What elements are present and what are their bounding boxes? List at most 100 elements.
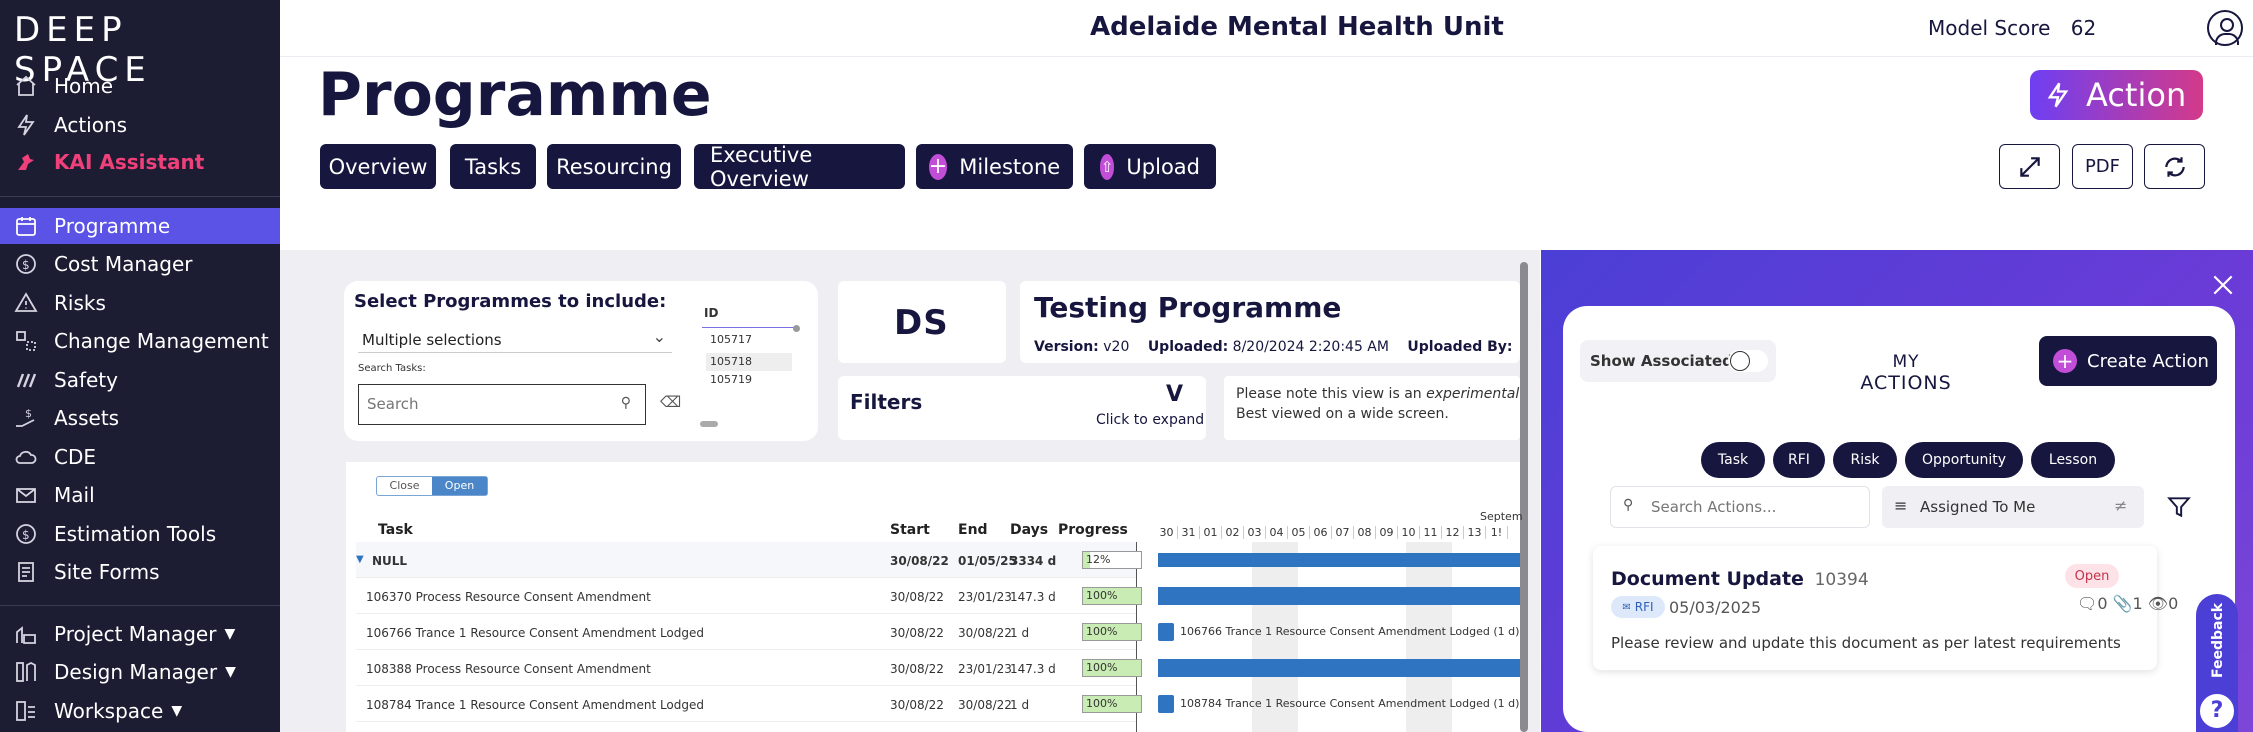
action-stats: 🗨0 📎1 👁0 (2077, 594, 2179, 613)
toggle-switch[interactable] (1728, 350, 1768, 372)
sidebar-item-risks[interactable]: Risks (0, 285, 280, 321)
user-avatar-icon[interactable] (2207, 10, 2243, 46)
page-title: Programme (318, 60, 712, 130)
tab-tasks[interactable]: Tasks (450, 144, 536, 189)
assigned-filter[interactable]: ≡ Assigned To Me ≠ (1882, 486, 2144, 528)
gantt-bar[interactable] (1158, 553, 1520, 567)
table-row[interactable]: ▼ NULL 30/08/22 01/05/25 3334 d 12% (356, 542, 1142, 578)
sidebar-item-label: Home (54, 74, 114, 98)
select-programmes-title: Select Programmes to include: (354, 291, 667, 312)
list-hscroll-thumb[interactable] (700, 421, 718, 427)
day-header: 01 (1200, 526, 1222, 539)
tab-upload[interactable]: ⇧ Upload (1084, 144, 1216, 189)
sidebar-item-design-manager[interactable]: Design Manager ▼ (0, 654, 280, 690)
home-icon (12, 72, 40, 100)
sidebar-item-cost-manager[interactable]: $ Cost Manager (0, 246, 280, 282)
close-icon[interactable] (2210, 272, 2236, 298)
list-scroll-thumb[interactable] (793, 325, 800, 332)
sidebar-item-assets[interactable]: $ Assets (0, 400, 280, 436)
eraser-icon[interactable]: ⌫ (660, 393, 682, 411)
refresh-button[interactable] (2144, 144, 2205, 189)
cell-days: 1 d (1010, 626, 1030, 640)
expand-button[interactable] (1999, 144, 2060, 189)
type-badge: ✉ RFI (1611, 596, 1665, 618)
create-action-button[interactable]: + Create Action (2039, 336, 2217, 386)
cell-end: 23/01/23 (958, 590, 1012, 604)
sidebar-item-cde[interactable]: CDE (0, 439, 280, 475)
upload-icon: ⇧ (1100, 153, 1115, 180)
plus-circle-icon: + (2053, 349, 2077, 373)
action-title: Document Update (1611, 568, 1804, 590)
task-search-input[interactable] (367, 395, 607, 413)
chevron-down-icon: ▼ (225, 664, 236, 680)
help-icon[interactable]: ? (2200, 694, 2234, 728)
filter-pill-rfi[interactable]: RFI (1773, 442, 1825, 478)
filter-pill-lesson[interactable]: Lesson (2031, 442, 2115, 478)
design-icon (12, 658, 40, 686)
sidebar-item-actions[interactable]: Actions (0, 107, 280, 143)
tab-overview[interactable]: Overview (320, 144, 436, 189)
cell-end: 30/08/22 (958, 698, 1012, 712)
project-name: Adelaide Mental Health Unit (1090, 12, 1504, 42)
tab-resourcing[interactable]: Resourcing (547, 144, 681, 189)
robot-icon (12, 148, 40, 176)
id-item[interactable]: 105719 (710, 373, 752, 386)
filters-card[interactable]: Filters V Click to expand (838, 376, 1206, 440)
gantt-bar[interactable] (1158, 659, 1520, 677)
cell-start: 30/08/22 (890, 554, 949, 568)
table-row[interactable]: 106766 Trance 1 Resource Consent Amendme… (356, 614, 1142, 650)
action-card-title: Document Update 10394 (1611, 568, 1869, 590)
id-item[interactable]: 105718 (706, 353, 792, 371)
tab-upload-label: Upload (1126, 154, 1200, 179)
filter-funnel-icon[interactable] (2166, 494, 2192, 520)
sidebar-item-programme[interactable]: Programme (0, 208, 280, 244)
gantt-bar[interactable] (1158, 587, 1520, 605)
pdf-button[interactable]: PDF (2072, 144, 2133, 189)
column-header-days: Days (1010, 522, 1049, 538)
sidebar-item-mail[interactable]: Mail (0, 477, 280, 513)
expand-collapse-toggle[interactable]: Close Open (376, 476, 488, 496)
table-row[interactable]: 108784 Trance 1 Resource Consent Amendme… (356, 686, 1142, 722)
close-toggle[interactable]: Close (389, 479, 420, 492)
actions-search-input[interactable] (1651, 498, 1861, 516)
expand-row-icon[interactable]: ▼ (356, 554, 364, 565)
actions-search-field[interactable]: ⚲ (1610, 486, 1870, 528)
sidebar-item-home[interactable]: Home (0, 68, 280, 104)
id-list[interactable]: 105717 105718 105719 105720 (706, 327, 794, 389)
form-icon (12, 558, 40, 586)
report-scrollbar[interactable] (1520, 262, 1528, 732)
action-date: 05/03/2025 (1669, 598, 1762, 617)
id-item[interactable]: 105720 (710, 388, 752, 389)
feedback-tab[interactable]: Feedback ? (2196, 594, 2238, 732)
sidebar-item-site-forms[interactable]: Site Forms (0, 554, 280, 590)
filter-pill-task[interactable]: Task (1701, 442, 1765, 478)
my-actions-title-line-1: MY (1892, 352, 1920, 372)
id-item[interactable]: 105717 (710, 333, 752, 346)
ds-logo-card: DS (838, 281, 1006, 363)
gantt-bar[interactable] (1158, 695, 1174, 713)
show-associated-toggle[interactable]: Show Associated (1580, 340, 1776, 382)
safety-stripes-icon (12, 366, 40, 394)
action-card[interactable]: Document Update 10394 Open ✉ RFI 05/03/20… (1593, 546, 2178, 670)
sidebar-item-label: KAI Assistant (54, 150, 205, 174)
warning-icon (12, 289, 40, 317)
table-row[interactable]: 106370 Process Resource Consent Amendmen… (356, 578, 1142, 614)
sidebar-item-estimation-tools[interactable]: $ Estimation Tools (0, 516, 280, 552)
gantt-bar[interactable] (1158, 623, 1174, 641)
programme-dropdown[interactable]: Multiple selections ⌄ (358, 323, 672, 353)
sidebar-item-change-management[interactable]: Change Management (0, 323, 280, 359)
clear-filter-icon[interactable]: ≠ (2114, 496, 2128, 515)
filter-pill-opportunity[interactable]: Opportunity (1905, 442, 2023, 478)
filter-pill-risk[interactable]: Risk (1833, 442, 1897, 478)
sidebar-item-safety[interactable]: Safety (0, 362, 280, 398)
action-button[interactable]: Action (2030, 70, 2203, 120)
tab-milestone[interactable]: + Milestone (916, 144, 1073, 189)
tab-executive-overview[interactable]: Executive Overview (694, 143, 905, 191)
table-row[interactable]: 108388 Process Resource Consent Amendmen… (356, 650, 1142, 686)
sidebar-item-project-manager[interactable]: Project Manager ▼ (0, 616, 280, 652)
task-search-field[interactable]: ⚲ (358, 384, 646, 425)
sidebar-item-workspace[interactable]: Workspace ▼ (0, 693, 280, 729)
sidebar-item-kai-assistant[interactable]: KAI Assistant (0, 144, 280, 180)
lightning-icon (2047, 82, 2069, 108)
open-toggle[interactable]: Open (432, 477, 487, 495)
